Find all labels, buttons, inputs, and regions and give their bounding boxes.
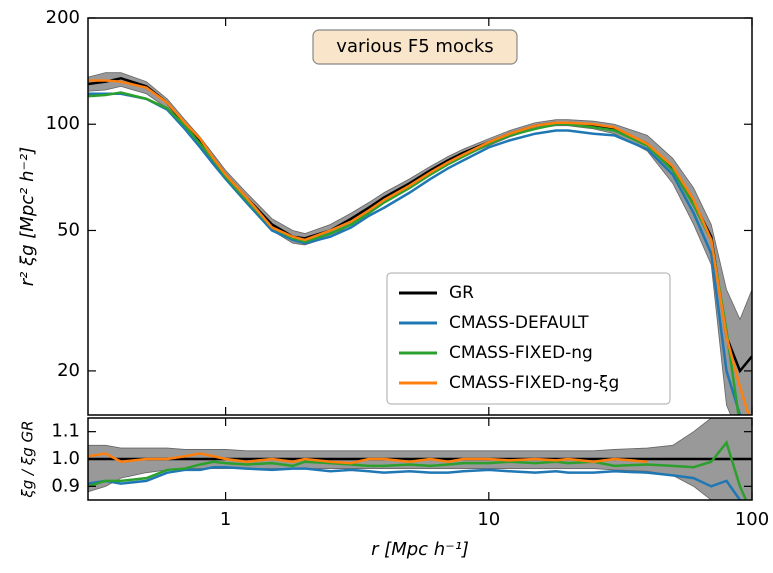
plot-area <box>88 418 752 500</box>
y-tick-label: 20 <box>57 360 80 381</box>
series-line <box>88 91 740 415</box>
error-band <box>88 72 752 415</box>
plot-area <box>88 72 752 415</box>
annotation: various F5 mocks <box>336 36 493 57</box>
y-axis-label: ξg / ξg GR <box>19 420 37 498</box>
y-tick-label: 0.9 <box>51 475 80 496</box>
series-line <box>88 452 648 465</box>
series-line <box>88 79 751 415</box>
legend-box <box>386 272 671 405</box>
series-line <box>88 439 748 500</box>
legend-label: CMASS-FIXED-ng <box>449 343 593 363</box>
y-tick-label: 1.0 <box>51 448 80 469</box>
legend: GR CMASS-DEFAULT CMASS-FIXED-ng CMASS-FIXED… <box>386 272 671 405</box>
legend-label: CMASS-FIXED-ng-ξg <box>449 373 619 393</box>
y-tick-label: 1.1 <box>51 421 80 442</box>
x-tick-label: 100 <box>735 509 769 530</box>
y-axis-label: r² ξg [Mpc² h⁻²] <box>17 147 38 286</box>
series-line <box>88 92 742 415</box>
x-axis-label: r [Mpc h⁻¹] <box>371 539 469 560</box>
legend-label: GR <box>449 283 474 303</box>
y-tick-label: 50 <box>57 219 80 240</box>
y-tick-label: 200 <box>46 7 80 28</box>
x-tick-label: 1 <box>220 509 231 530</box>
legend-label: CMASS-DEFAULT <box>449 313 589 333</box>
annotation-box <box>312 29 518 65</box>
series-line <box>88 465 742 500</box>
y-tick-label: 100 <box>46 113 80 134</box>
x-tick-label: 10 <box>477 509 500 530</box>
axes-frame <box>87 17 753 416</box>
